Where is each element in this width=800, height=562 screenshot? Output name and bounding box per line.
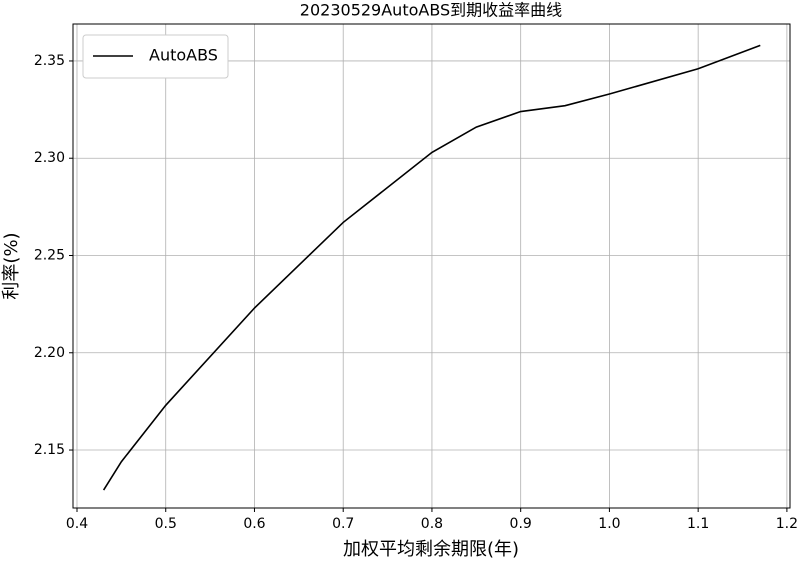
x-axis-label: 加权平均剩余期限(年) bbox=[343, 539, 519, 560]
y-tick-label: 2.25 bbox=[34, 247, 65, 263]
y-tick-label: 2.30 bbox=[34, 150, 65, 166]
y-axis-label: 利率(%) bbox=[1, 232, 22, 299]
x-tick-label: 0.4 bbox=[66, 516, 88, 532]
x-tick-label: 0.8 bbox=[421, 516, 443, 532]
x-tick-label: 1.0 bbox=[598, 516, 620, 532]
x-tick-label: 1.1 bbox=[687, 516, 709, 532]
x-tick-label: 0.5 bbox=[155, 516, 177, 532]
plot-frame bbox=[72, 23, 791, 509]
legend-box bbox=[82, 34, 229, 79]
x-tick-label: 1.2 bbox=[776, 516, 798, 532]
y-tick-label: 2.35 bbox=[34, 53, 65, 69]
y-tick-label: 2.20 bbox=[34, 345, 65, 361]
y-tick-label: 2.15 bbox=[34, 442, 65, 458]
chart-title: 20230529AutoABS到期收益率曲线 bbox=[300, 1, 562, 20]
x-tick-label: 0.7 bbox=[332, 516, 354, 532]
x-tick-label: 0.6 bbox=[243, 516, 265, 532]
x-tick-label: 0.9 bbox=[510, 516, 532, 532]
legend-label: AutoABS bbox=[149, 46, 218, 65]
line bbox=[102, 44, 761, 491]
